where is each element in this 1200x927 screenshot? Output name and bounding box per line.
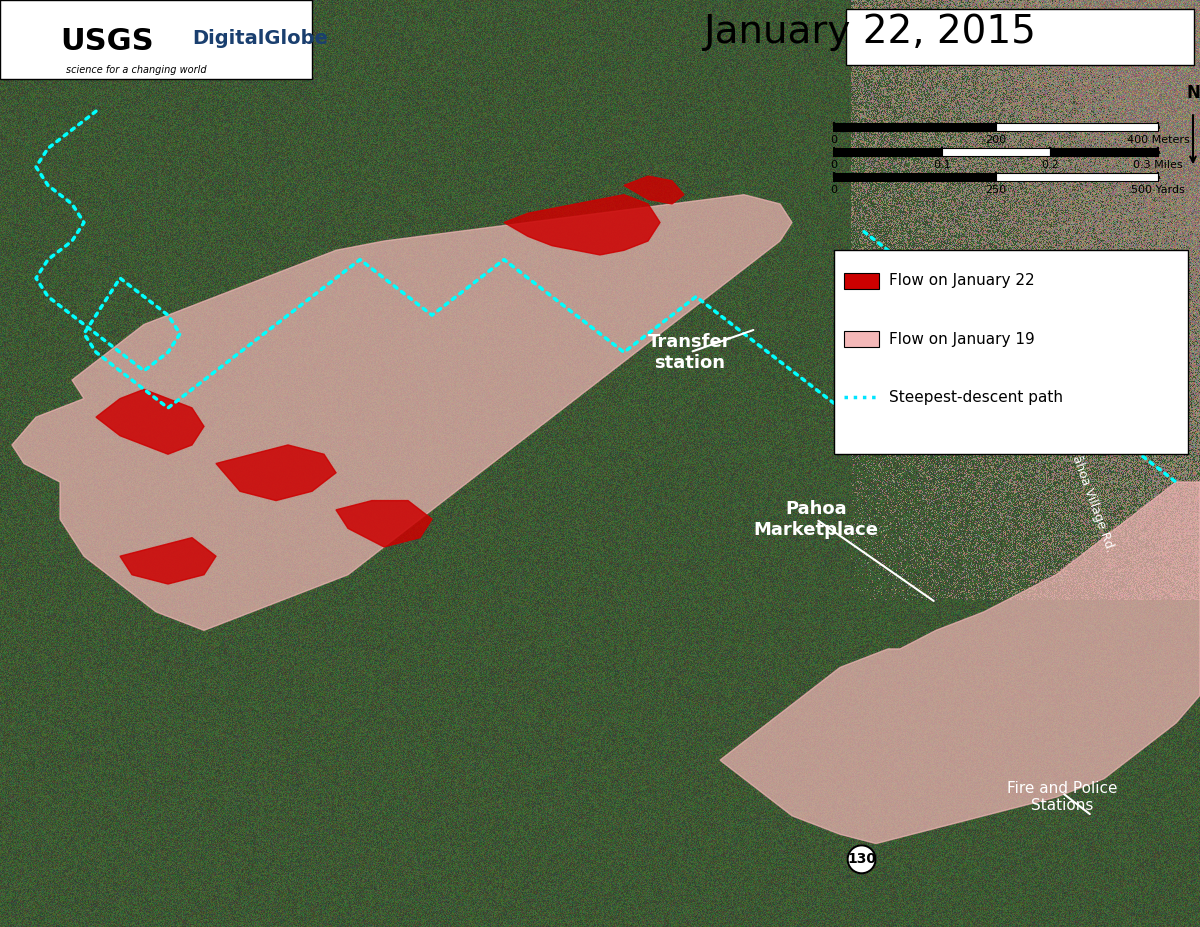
Text: 0.1: 0.1 [934,160,950,171]
Text: 400 Meters: 400 Meters [1127,135,1189,146]
Text: USGS: USGS [60,27,154,57]
Polygon shape [12,195,792,630]
Bar [846,9,1194,65]
Bar [844,273,878,289]
Bar [834,173,996,181]
Text: 0: 0 [830,135,838,146]
Text: 0.2: 0.2 [1042,160,1058,171]
Text: Flow on January 22: Flow on January 22 [889,273,1034,288]
Text: January 22, 2015: January 22, 2015 [703,14,1037,51]
Text: Flow on January 19: Flow on January 19 [889,332,1034,347]
Text: DigitalGlobe: DigitalGlobe [192,30,328,48]
Text: 130: 130 [847,852,876,867]
Polygon shape [216,445,336,501]
Text: 500 Yards: 500 Yards [1132,185,1184,196]
Text: Steepest-descent path: Steepest-descent path [889,390,1063,405]
Text: Apa'a St.: Apa'a St. [839,385,889,431]
Bar [844,331,878,347]
Bar [834,148,942,157]
Text: Fire and Police
Stations: Fire and Police Stations [1007,781,1117,813]
Bar [996,123,1158,132]
Polygon shape [120,538,216,584]
Text: science for a changing world: science for a changing world [66,66,206,75]
Polygon shape [96,389,204,454]
Bar [942,148,1050,157]
Polygon shape [504,195,660,255]
Text: 200: 200 [985,135,1007,146]
Text: Pāhoa Village Rd.: Pāhoa Village Rd. [1067,447,1117,554]
Bar [834,123,996,132]
Polygon shape [336,501,432,547]
Text: 250: 250 [985,185,1007,196]
Bar [834,250,1188,454]
Text: 0: 0 [830,185,838,196]
Text: 0: 0 [830,160,838,171]
Text: 0.3 Miles: 0.3 Miles [1133,160,1183,171]
Bar [996,173,1158,181]
Circle shape [847,845,876,873]
Text: Transfer
station: Transfer station [648,333,732,372]
Text: N: N [1186,84,1200,102]
Text: Pahoa
Marketplace: Pahoa Marketplace [754,500,878,539]
Bar [1050,148,1158,157]
Polygon shape [624,176,684,204]
Bar [0,0,312,79]
Polygon shape [720,482,1200,844]
